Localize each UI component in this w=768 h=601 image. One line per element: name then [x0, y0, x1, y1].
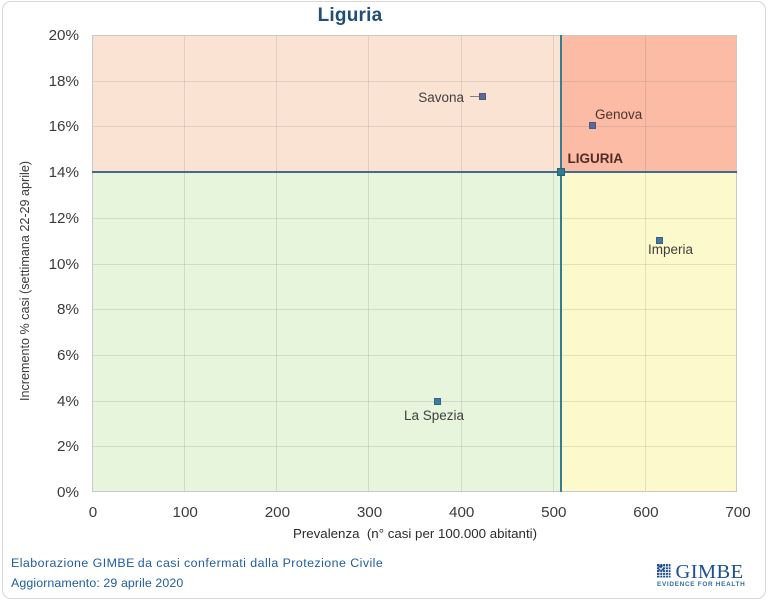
- svg-text:EVIDENCE FOR HEALTH: EVIDENCE FOR HEALTH: [657, 581, 745, 588]
- svg-text:GIMBE: GIMBE: [676, 561, 744, 583]
